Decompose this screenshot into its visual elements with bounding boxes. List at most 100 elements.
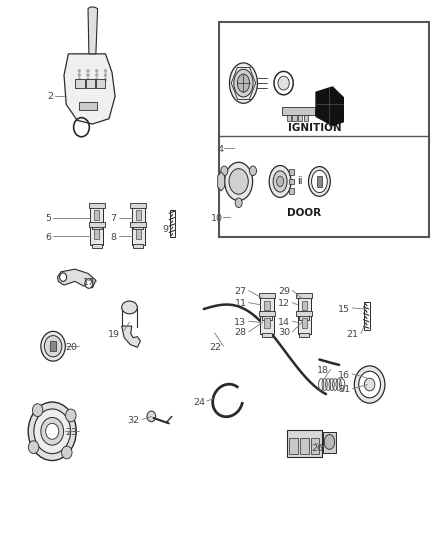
Bar xyxy=(262,333,272,337)
Bar xyxy=(292,115,297,122)
Ellipse shape xyxy=(66,409,76,422)
Bar xyxy=(170,210,175,237)
Text: ii: ii xyxy=(297,176,303,187)
Circle shape xyxy=(78,74,81,77)
Text: 23: 23 xyxy=(65,428,77,437)
Ellipse shape xyxy=(44,336,62,357)
Text: 12: 12 xyxy=(278,299,290,308)
Bar xyxy=(304,115,308,122)
Bar xyxy=(297,294,311,317)
Bar xyxy=(50,342,56,351)
Text: 8: 8 xyxy=(110,233,117,242)
Circle shape xyxy=(95,69,98,72)
Ellipse shape xyxy=(41,332,65,361)
Bar xyxy=(89,203,105,208)
Bar xyxy=(259,293,275,298)
Text: 28: 28 xyxy=(234,328,247,337)
Text: 9: 9 xyxy=(163,225,169,234)
Text: 14: 14 xyxy=(278,318,290,327)
Ellipse shape xyxy=(221,166,228,175)
Ellipse shape xyxy=(32,403,43,416)
Polygon shape xyxy=(122,326,141,348)
Text: DOOR: DOOR xyxy=(287,208,321,219)
Bar xyxy=(289,438,297,454)
Ellipse shape xyxy=(269,165,291,197)
Ellipse shape xyxy=(308,166,330,196)
Text: 15: 15 xyxy=(338,304,350,313)
Bar xyxy=(90,223,103,245)
Text: 22: 22 xyxy=(209,343,221,352)
Bar xyxy=(75,79,85,88)
Ellipse shape xyxy=(41,417,64,445)
Bar xyxy=(132,223,145,245)
Ellipse shape xyxy=(229,168,248,194)
Bar xyxy=(261,294,274,317)
Bar xyxy=(94,210,99,220)
Bar xyxy=(289,188,294,193)
Polygon shape xyxy=(57,269,96,288)
Bar xyxy=(133,225,144,229)
Text: 26: 26 xyxy=(312,444,324,453)
Bar xyxy=(311,438,319,454)
Polygon shape xyxy=(88,7,98,54)
Ellipse shape xyxy=(234,69,253,97)
Bar xyxy=(317,176,322,187)
Text: 4: 4 xyxy=(217,145,223,154)
Bar xyxy=(90,204,103,226)
Bar xyxy=(323,432,336,453)
Polygon shape xyxy=(218,172,225,191)
Text: 16: 16 xyxy=(338,371,350,380)
Text: 17: 17 xyxy=(83,278,95,287)
Circle shape xyxy=(87,78,89,81)
Ellipse shape xyxy=(46,423,59,439)
Bar xyxy=(89,222,105,227)
Ellipse shape xyxy=(122,301,138,314)
Text: 13: 13 xyxy=(234,318,247,327)
Text: 10: 10 xyxy=(211,214,223,223)
Bar xyxy=(131,222,146,227)
Ellipse shape xyxy=(277,176,284,187)
Circle shape xyxy=(104,69,107,72)
Circle shape xyxy=(104,74,107,77)
Text: 19: 19 xyxy=(107,329,120,338)
Text: 20: 20 xyxy=(65,343,77,352)
Bar xyxy=(261,312,274,334)
Bar xyxy=(289,169,294,174)
Ellipse shape xyxy=(235,198,242,207)
Bar xyxy=(219,22,428,237)
Text: 18: 18 xyxy=(317,366,329,375)
Circle shape xyxy=(278,76,289,90)
Circle shape xyxy=(147,411,155,422)
Text: 6: 6 xyxy=(45,233,51,242)
Text: 24: 24 xyxy=(193,398,205,407)
Ellipse shape xyxy=(28,441,39,454)
Circle shape xyxy=(78,69,81,72)
Text: 29: 29 xyxy=(278,287,290,296)
Circle shape xyxy=(87,74,89,77)
Text: 5: 5 xyxy=(45,214,51,223)
Ellipse shape xyxy=(273,171,287,192)
Bar xyxy=(301,301,307,310)
Bar xyxy=(265,318,270,328)
Bar xyxy=(96,79,106,88)
Bar xyxy=(136,229,141,239)
Ellipse shape xyxy=(364,378,375,391)
Bar xyxy=(289,179,294,184)
Bar xyxy=(265,301,270,310)
Bar xyxy=(94,229,99,239)
Bar xyxy=(296,293,312,298)
Circle shape xyxy=(274,71,293,95)
Ellipse shape xyxy=(324,434,335,449)
Ellipse shape xyxy=(62,446,72,459)
Ellipse shape xyxy=(225,163,253,200)
Ellipse shape xyxy=(230,63,258,103)
Bar xyxy=(287,430,321,457)
Bar xyxy=(92,244,102,248)
Bar xyxy=(262,316,272,320)
Bar xyxy=(92,225,102,229)
Bar xyxy=(132,204,145,226)
Polygon shape xyxy=(64,54,115,124)
Bar xyxy=(364,302,370,330)
Bar xyxy=(283,107,315,115)
Text: 31: 31 xyxy=(338,385,350,394)
